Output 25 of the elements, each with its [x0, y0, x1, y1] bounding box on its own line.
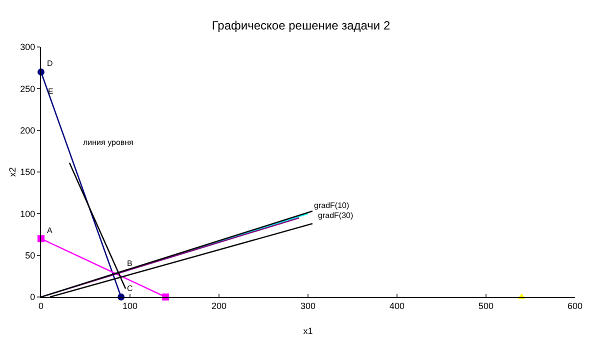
y-tick-label: 50: [25, 250, 36, 260]
annotation: gradF(30): [318, 211, 354, 220]
annotation: gradF(10): [314, 201, 350, 210]
y-axis-title: x2: [8, 167, 18, 177]
x-tick-label: 200: [211, 300, 227, 311]
x-tick-label: 100: [122, 300, 138, 311]
x-axis-title: x1: [303, 326, 313, 336]
x-tick-label: 400: [389, 300, 405, 311]
annotation: C: [127, 284, 133, 293]
annotation: A: [47, 226, 53, 235]
annotation: E: [48, 87, 54, 96]
y-tick-label: 100: [20, 208, 36, 219]
y-tick-label: 250: [20, 84, 36, 94]
x-tick-label: 500: [478, 300, 494, 311]
y-tick-label: 200: [20, 125, 36, 136]
annotation: линия уровня: [83, 138, 134, 147]
x-tick-label: 600: [567, 300, 583, 311]
x-tick-label: 300: [300, 300, 316, 311]
chart-title: Графическое решение задачи 2: [212, 18, 390, 33]
y-tick-label: 150: [20, 167, 36, 178]
x-tick-label: 0: [38, 300, 44, 311]
y-tick-label: 300: [20, 42, 36, 52]
annotation: D: [47, 59, 53, 68]
y-tick-label: 0: [30, 292, 36, 302]
annotation: B: [127, 259, 132, 268]
